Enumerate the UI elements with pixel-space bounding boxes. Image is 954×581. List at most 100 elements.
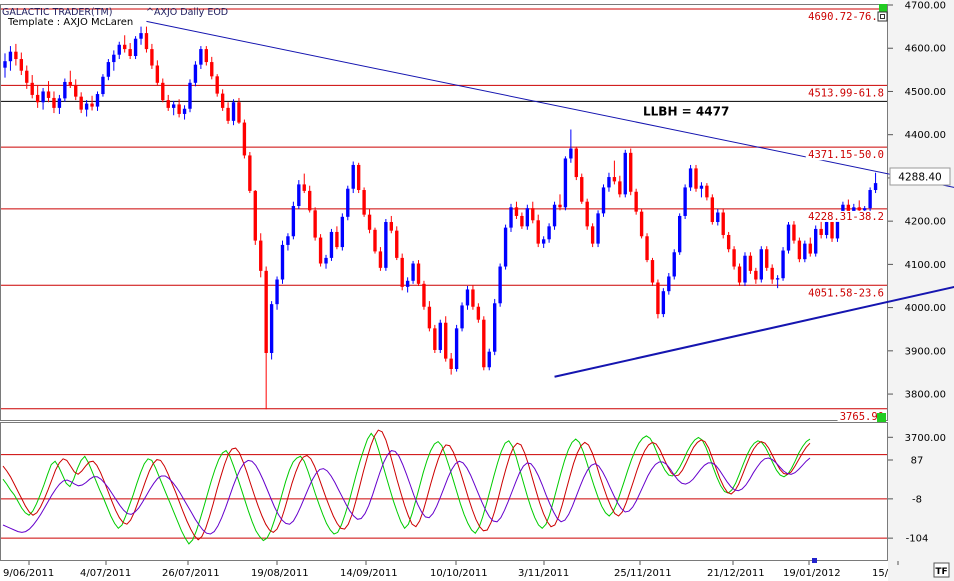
candle-down (74, 79, 78, 101)
app-title: GALACTIC TRADER(TM) (2, 7, 112, 18)
candle-up (324, 254, 328, 269)
candle-up (275, 276, 279, 310)
price-tick-label: 4500.00 (905, 87, 946, 98)
candle-down (612, 160, 617, 185)
candle-down (629, 148, 633, 196)
candle-up (84, 100, 89, 117)
candle-down (732, 246, 736, 270)
candle-down (226, 102, 230, 124)
candle-down (585, 198, 589, 230)
trendlines (146, 20, 954, 378)
candle-down (220, 89, 225, 111)
date-tick-label: 19/01/2012 (783, 568, 841, 579)
oscillator-line (2, 429, 811, 541)
date-tick-label: 9/06/2011 (3, 568, 54, 579)
price-panel-frame (0, 4, 888, 421)
candle-up (101, 74, 105, 97)
date-tick-label: 10/10/2011 (430, 568, 488, 579)
candle-down (144, 26, 149, 53)
candle-up (112, 50, 116, 71)
candle-down (177, 99, 181, 118)
candle-down (259, 233, 263, 278)
candle-down (35, 84, 40, 108)
oscillator-panel-frame (0, 422, 888, 561)
candle-up (133, 36, 138, 60)
candle-down (618, 175, 622, 198)
candle-down (362, 187, 366, 217)
candle-down (710, 194, 715, 225)
candle-up (106, 59, 111, 81)
panel-marker-icon[interactable] (877, 413, 886, 422)
fib-level-label: 4513.99-61.8 (808, 87, 884, 99)
candle-up (139, 26, 143, 45)
candle-up (596, 210, 600, 248)
candle-down (476, 303, 481, 323)
candle-down (531, 201, 535, 224)
candle-down (253, 190, 257, 245)
candle-up (525, 204, 530, 230)
candle-down (650, 257, 655, 286)
oscillator-line (2, 432, 811, 545)
candle-up (465, 285, 470, 310)
candle-up (699, 182, 704, 198)
green-marker-icon[interactable] (879, 4, 887, 12)
fib-level-label-bg (805, 11, 886, 23)
candle-up (661, 288, 666, 318)
candle-up (3, 53, 7, 78)
candle-up (814, 225, 818, 257)
price-tick-label: 4400.00 (905, 130, 946, 141)
candle-up (193, 61, 198, 87)
candle-down (308, 185, 312, 213)
candle-down (574, 146, 578, 181)
timeframe-button[interactable] (933, 562, 950, 578)
candle-down (237, 97, 241, 124)
maximize-icon-inner (880, 14, 885, 19)
oscillator-levels (1, 454, 887, 539)
candle-up (8, 46, 13, 71)
candle-down (313, 207, 317, 241)
candle-down (395, 226, 399, 261)
candle-up (873, 172, 878, 194)
date-tick-label: 3/11/2011 (518, 568, 569, 579)
candle-up (95, 91, 100, 111)
candle-down (770, 264, 774, 284)
candle-up (454, 324, 459, 372)
price-tick-label: 4200.00 (905, 217, 946, 228)
fibonacci-level-labels: 4690.72-76.4 4513.99-61.8 4371.15-50.0 4228… (805, 11, 886, 423)
candle-down (482, 316, 486, 371)
candle-up (503, 224, 508, 270)
candle-up (63, 78, 67, 102)
scroll-marker-icon[interactable] (812, 558, 817, 563)
candle-up (781, 247, 785, 281)
candle-up (775, 275, 780, 289)
candle-up (509, 203, 513, 232)
candle-up (683, 184, 687, 219)
candle-down (123, 35, 127, 53)
maximize-icon[interactable] (877, 11, 888, 22)
date-tick-label: 14/09/2011 (340, 568, 398, 579)
candle-down (656, 279, 660, 319)
price-tick-label: 3700.00 (905, 433, 946, 444)
candle-up (607, 172, 611, 192)
candle-down (30, 75, 34, 99)
fib-level-label: 4371.15-50.0 (808, 149, 884, 161)
candle-up (351, 161, 355, 194)
candle-down (830, 218, 834, 242)
candle-down (210, 56, 214, 80)
candle-down (318, 234, 323, 267)
candle-up (759, 246, 763, 283)
candle-up (868, 187, 872, 212)
price-tick-label: 4600.00 (905, 44, 946, 55)
fib-level-label: 4051.58-23.6 (808, 287, 884, 299)
candle-up (493, 298, 497, 356)
price-tick-label: 4100.00 (905, 260, 946, 271)
candle-down (204, 46, 209, 66)
candle-down (150, 43, 154, 69)
candle-up (171, 100, 176, 116)
candle-up (498, 263, 502, 307)
candle-down (248, 151, 252, 194)
candle-down (52, 91, 56, 114)
candle-down (754, 267, 758, 284)
candle-up (487, 348, 491, 371)
